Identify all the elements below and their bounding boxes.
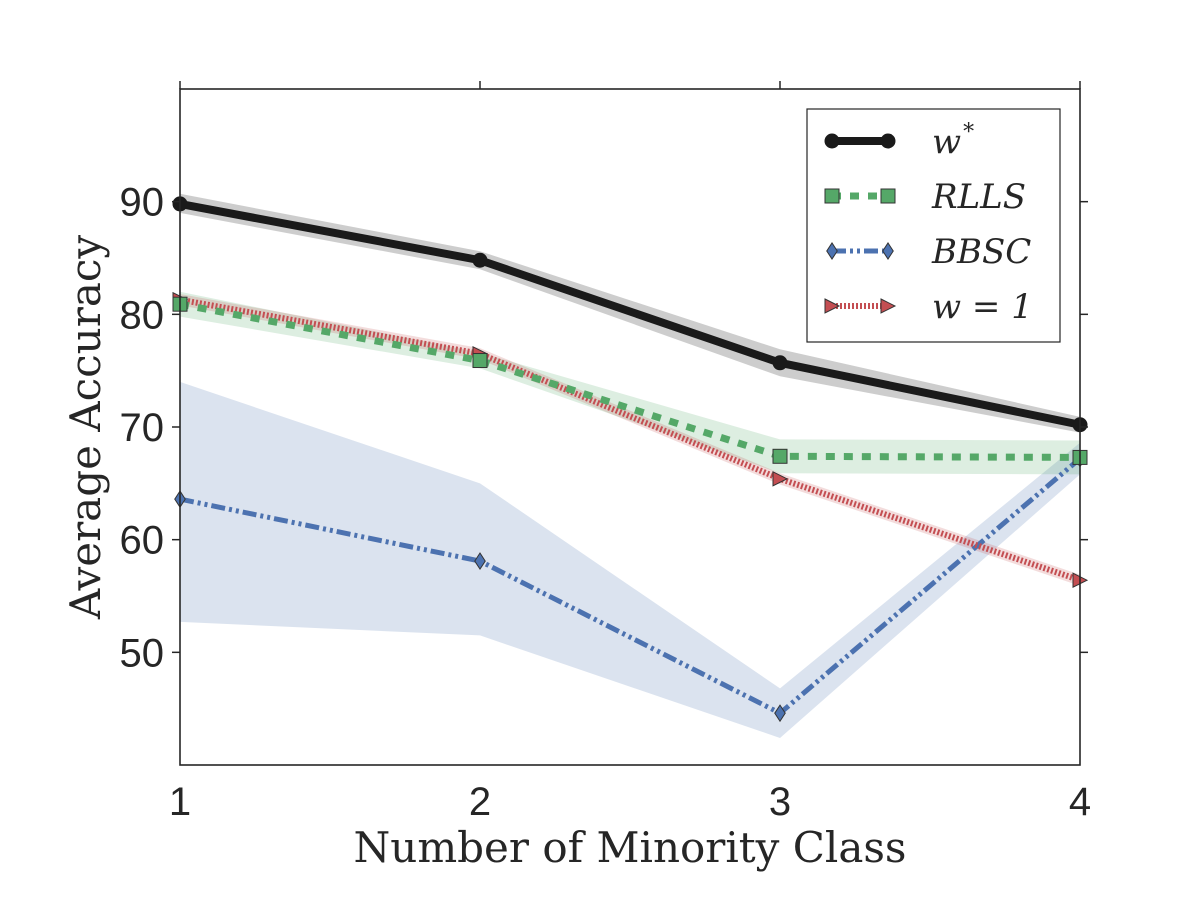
ytick-label-90: 90 (120, 181, 165, 225)
ytick-label-80: 80 (120, 293, 165, 337)
x-tick-labels: 1 2 3 4 (169, 780, 1091, 824)
point-bbsc-3 (774, 704, 786, 723)
series-lines (176, 199, 1084, 717)
band-bbsc (180, 381, 1080, 738)
ytick-label-70: 70 (120, 406, 165, 450)
legend-label-w1: w = 1 (932, 287, 1033, 327)
ytick-label-50: 50 (120, 631, 165, 675)
point-wstar-3 (772, 355, 788, 371)
legend-marker-left-rlls (824, 188, 840, 204)
point-rlls-2 (472, 353, 488, 369)
xtick-label-1: 1 (169, 780, 191, 824)
ytick-label-60: 60 (120, 519, 165, 563)
legend-marker-right-w1 (880, 298, 897, 314)
point-rlls-3 (772, 448, 788, 464)
legend-marker-right-bbsc (882, 242, 894, 260)
point-bbsc-2 (474, 552, 486, 571)
axis-ticks (172, 81, 1088, 654)
legend-marker-right-wstar (880, 133, 896, 149)
xtick-label-2: 2 (469, 780, 491, 824)
x-axis-label: Number of Minority Class (354, 823, 907, 872)
y-axis-label: Average Accuracy (61, 235, 110, 620)
xtick-label-3: 3 (769, 780, 791, 824)
point-wstar-2 (472, 252, 488, 268)
legend-marker-left-wstar (824, 133, 840, 149)
legend-marker-left-bbsc (826, 242, 838, 260)
line-rlls (179, 300, 1081, 461)
line-wstar (176, 199, 1084, 429)
legend-label-rlls: RLLS (931, 177, 1026, 217)
y-tick-labels: 50 60 70 80 90 (120, 181, 165, 676)
line-bbsc (179, 456, 1082, 717)
line-w1 (179, 296, 1081, 584)
point-w1-3 (772, 471, 789, 487)
legend-marker-left-w1 (824, 298, 841, 314)
xtick-label-4: 4 (1069, 780, 1091, 824)
legend-label-bbsc: BBSC (931, 232, 1031, 272)
legend-marker-right-rlls (880, 188, 896, 204)
